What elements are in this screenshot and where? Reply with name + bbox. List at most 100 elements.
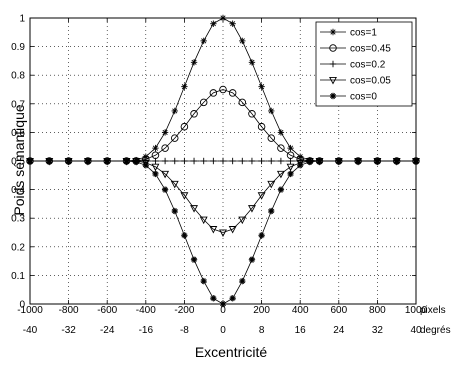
data-point: [287, 170, 294, 178]
point-marker-stroke: [104, 159, 111, 163]
y-tick-label: 0.9: [11, 42, 25, 53]
y-tick-label: 0.7: [11, 99, 25, 110]
data-point: [171, 157, 178, 165]
data-point: [152, 144, 159, 152]
data-point: [228, 89, 237, 97]
point-marker-triangle: [329, 76, 337, 85]
point-marker-stroke: [220, 15, 226, 21]
point-marker-triangle: [190, 205, 198, 213]
data-point: [190, 157, 198, 165]
x2-tick-label: 0: [220, 325, 226, 336]
data-point: [229, 157, 236, 165]
y-tick-label: 0.6: [11, 128, 25, 139]
point-marker-circle: [170, 134, 179, 142]
point-marker-stroke: [152, 171, 159, 176]
data-point: [228, 226, 237, 234]
point-marker-stroke: [191, 59, 197, 65]
data-point: [219, 157, 227, 165]
point-marker-stroke: [181, 84, 187, 90]
point-marker-triangle: [248, 205, 256, 213]
data-point: [199, 216, 208, 225]
point-marker-stroke: [172, 108, 178, 114]
x2-tick-label: 24: [333, 325, 345, 336]
data-point: [210, 20, 217, 27]
point-marker-stroke: [181, 233, 188, 238]
point-marker-stroke: [258, 233, 265, 238]
point-marker-stroke: [413, 159, 419, 163]
point-marker-triangle: [219, 229, 227, 237]
legend-item: cos=0.45: [320, 44, 391, 55]
point-marker-stroke: [297, 154, 303, 160]
legend-label: cos=0.05: [350, 76, 391, 87]
point-marker-circle: [329, 44, 337, 52]
point-marker-triangle: [209, 226, 218, 234]
data-point: [210, 157, 217, 165]
point-marker-triangle: [257, 192, 266, 200]
y-tick-label: 0.1: [11, 271, 25, 282]
point-marker-triangle: [228, 226, 237, 234]
point-marker-triangle: [238, 216, 247, 225]
data-point: [276, 170, 285, 179]
point-marker-stroke: [200, 279, 207, 284]
data-point: [161, 170, 170, 179]
data-point: [306, 158, 314, 166]
data-point: [316, 157, 323, 165]
x2-tick-label: 16: [295, 325, 307, 336]
point-marker-stroke: [162, 187, 169, 192]
data-point: [180, 122, 189, 131]
legend-label: cos=1: [350, 28, 377, 39]
x2-tick-label: -24: [100, 325, 115, 336]
point-marker-stroke: [46, 159, 53, 163]
data-point: [248, 205, 256, 213]
data-point: [258, 157, 265, 165]
x2-tick-label: -40: [23, 325, 38, 336]
point-marker-circle: [199, 98, 208, 107]
data-point: [152, 170, 159, 178]
data-point: [229, 295, 236, 302]
x-tick-label: -200: [174, 305, 194, 316]
data-point: [190, 205, 198, 213]
data-point: [238, 216, 247, 225]
data-point: [239, 157, 246, 165]
point-marker-stroke: [277, 187, 284, 192]
point-marker-triangle: [199, 216, 208, 225]
point-marker-stroke: [210, 21, 216, 27]
data-point: [393, 157, 400, 165]
y-tick-label: 0: [19, 300, 25, 311]
data-point: [104, 157, 111, 165]
data-point: [229, 20, 236, 27]
data-point: [200, 37, 207, 45]
point-marker-circle: [228, 89, 237, 97]
x2-tick-label: 32: [372, 325, 384, 336]
legend-item: cos=0: [320, 92, 377, 103]
data-point: [277, 144, 285, 152]
x-tick-label: 0: [220, 305, 226, 316]
point-marker-stroke: [268, 108, 274, 114]
point-marker-circle: [190, 110, 198, 118]
data-point: [267, 134, 276, 142]
data-point: [329, 28, 337, 36]
point-marker-circle: [267, 134, 276, 142]
point-marker-stroke: [330, 94, 336, 98]
x-tick-label: 600: [330, 305, 347, 316]
data-point: [181, 157, 188, 165]
data-point: [200, 277, 207, 285]
point-marker-stroke: [143, 154, 149, 160]
data-point: [335, 157, 342, 165]
point-marker-stroke: [335, 159, 342, 163]
point-marker-triangle: [170, 180, 179, 189]
point-marker-stroke: [201, 38, 207, 44]
point-marker-circle: [180, 122, 189, 131]
data-point: [267, 180, 276, 189]
data-point: [161, 144, 169, 152]
point-marker-stroke: [65, 159, 72, 163]
data-point: [219, 300, 227, 308]
data-point: [268, 107, 275, 115]
data-point: [26, 157, 34, 165]
point-marker-circle: [161, 144, 169, 152]
x-tick-label: 1000: [405, 305, 428, 316]
point-marker-stroke: [162, 129, 168, 135]
point-marker-stroke: [220, 302, 226, 306]
data-point: [199, 98, 208, 107]
